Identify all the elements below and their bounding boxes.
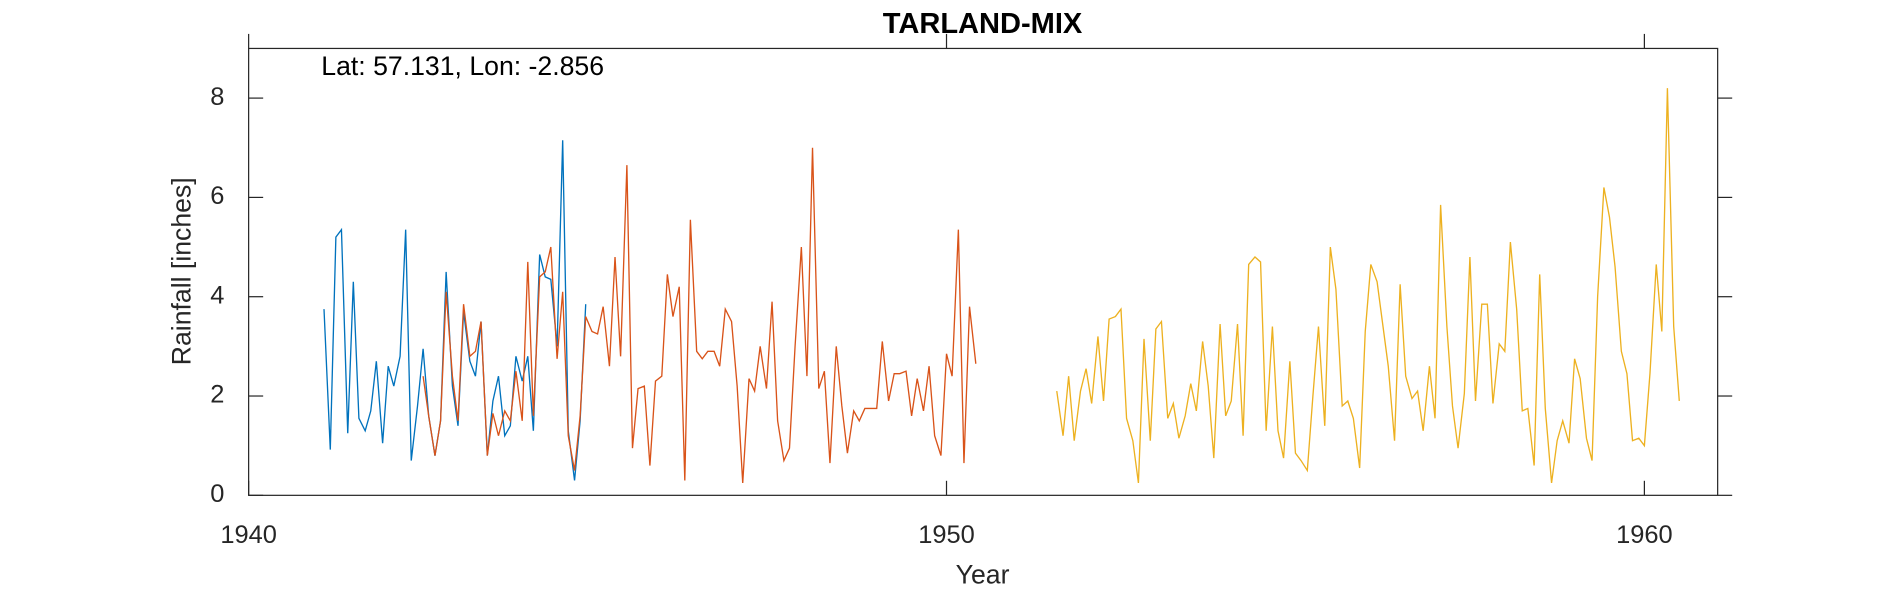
- data-line: [422, 147, 977, 483]
- y-tick-label: 2: [210, 381, 224, 409]
- y-tick-label: 6: [210, 182, 224, 210]
- chart-title: TARLAND-MIX: [883, 8, 1083, 40]
- y-tick-label: 8: [210, 83, 224, 111]
- annotation: Lat: 57.131, Lon: -2.856: [321, 51, 604, 81]
- data-line: [1056, 88, 1680, 483]
- x-tick-label: 1950: [918, 521, 975, 549]
- plot-area: [248, 48, 1718, 496]
- x-tick-label: 1960: [1616, 521, 1673, 549]
- y-tick-label: 0: [210, 480, 224, 508]
- y-axis-label: Rainfall [inches]: [166, 177, 196, 365]
- y-tick-label: 4: [210, 281, 224, 309]
- x-axis-label: Year: [956, 559, 1010, 589]
- x-tick-label: 1940: [220, 521, 277, 549]
- axes-box: [248, 47, 1719, 496]
- data-line: [323, 140, 587, 481]
